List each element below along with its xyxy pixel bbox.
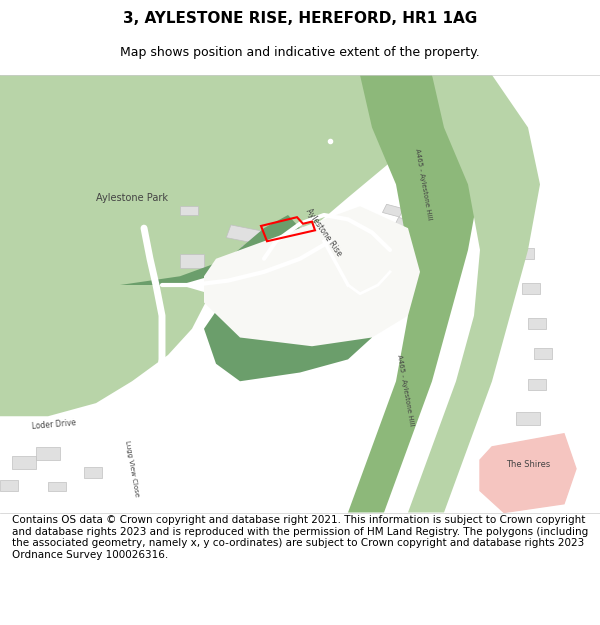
- Bar: [226, 225, 266, 244]
- Polygon shape: [348, 75, 480, 512]
- Bar: [467, 87, 487, 98]
- Bar: [382, 204, 404, 217]
- Bar: [84, 466, 102, 478]
- Polygon shape: [204, 206, 420, 346]
- Bar: [503, 186, 523, 198]
- Text: 3, AYLESTONE RISE, HEREFORD, HR1 1AG: 3, AYLESTONE RISE, HEREFORD, HR1 1AG: [123, 11, 477, 26]
- Bar: [528, 379, 546, 390]
- Text: Contains OS data © Crown copyright and database right 2021. This information is : Contains OS data © Crown copyright and d…: [12, 515, 588, 560]
- Bar: [516, 412, 540, 425]
- Text: Map shows position and indicative extent of the property.: Map shows position and indicative extent…: [120, 46, 480, 59]
- Bar: [36, 447, 60, 460]
- Text: Lugg View Close: Lugg View Close: [124, 440, 140, 498]
- Polygon shape: [0, 285, 210, 416]
- Bar: [418, 169, 440, 182]
- Polygon shape: [90, 215, 300, 285]
- Bar: [12, 456, 36, 469]
- Polygon shape: [204, 259, 372, 381]
- Polygon shape: [0, 75, 432, 285]
- Bar: [180, 206, 198, 215]
- Text: A465 - Aylestone Hill: A465 - Aylestone Hill: [414, 148, 432, 221]
- Bar: [180, 254, 204, 268]
- Bar: [323, 253, 349, 265]
- Bar: [522, 282, 540, 294]
- Bar: [299, 226, 325, 239]
- Bar: [497, 459, 529, 478]
- Text: A465 - Aylestone Hill: A465 - Aylestone Hill: [396, 354, 414, 426]
- Bar: [364, 228, 392, 244]
- Bar: [516, 248, 534, 259]
- Bar: [424, 186, 446, 200]
- Bar: [311, 239, 337, 252]
- Bar: [48, 482, 66, 491]
- Bar: [371, 256, 397, 270]
- Bar: [534, 349, 552, 359]
- Polygon shape: [480, 434, 576, 512]
- Bar: [394, 217, 416, 230]
- Bar: [479, 120, 505, 133]
- Text: The Shires: The Shires: [506, 460, 550, 469]
- Bar: [251, 262, 283, 279]
- Bar: [491, 151, 511, 163]
- Text: Aylestone Park: Aylestone Park: [96, 192, 168, 202]
- Text: Aylestone Rise: Aylestone Rise: [304, 207, 344, 258]
- Bar: [347, 288, 373, 299]
- Bar: [510, 217, 528, 228]
- Bar: [528, 318, 546, 329]
- Bar: [239, 245, 271, 261]
- Bar: [443, 78, 463, 89]
- Polygon shape: [408, 75, 540, 512]
- Bar: [335, 268, 367, 282]
- Bar: [0, 480, 18, 491]
- Text: Loder Drive: Loder Drive: [32, 419, 76, 431]
- Bar: [406, 148, 434, 166]
